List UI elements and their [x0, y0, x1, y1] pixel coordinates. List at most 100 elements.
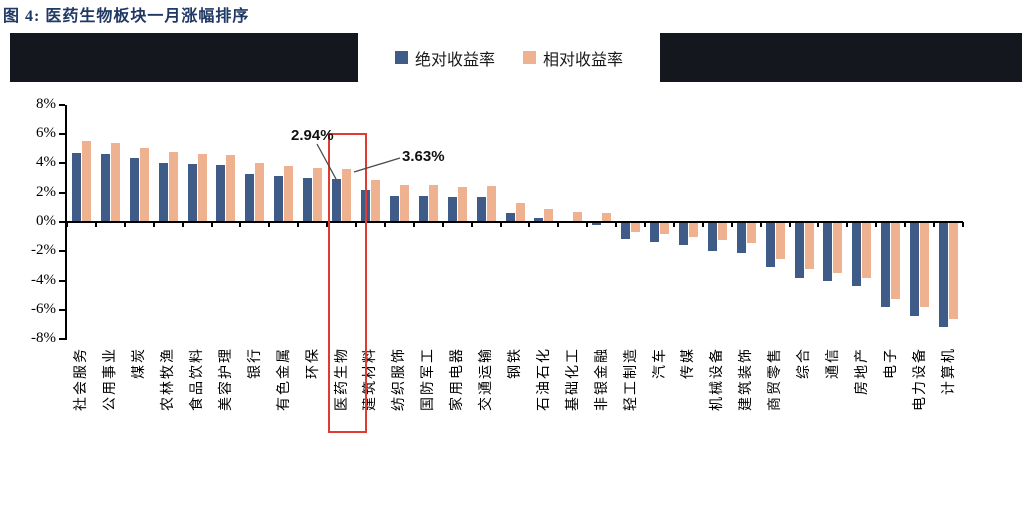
- category-label: 综合: [795, 347, 812, 379]
- x-tick-mark: [701, 222, 704, 227]
- bar-absolute: [650, 222, 660, 242]
- bar-absolute: [158, 162, 168, 222]
- x-tick-mark: [499, 222, 502, 227]
- x-tick-mark: [268, 222, 271, 227]
- y-tick-mark: [59, 191, 65, 194]
- bar-absolute: [621, 222, 631, 239]
- category-label: 商贸零售: [766, 347, 783, 411]
- bar-absolute: [476, 197, 486, 222]
- bar-absolute: [129, 158, 139, 222]
- x-tick-mark: [644, 222, 647, 227]
- bar-absolute: [823, 222, 833, 281]
- category-label: 美容护理: [216, 347, 233, 411]
- bar-absolute: [910, 222, 920, 316]
- bar-relative: [313, 167, 323, 222]
- y-tick-label: -2%: [31, 242, 56, 259]
- category-label: 食品饮料: [188, 347, 205, 411]
- y-tick-label: 0%: [36, 213, 56, 229]
- x-tick-mark: [210, 222, 213, 227]
- x-tick-mark: [181, 222, 184, 227]
- y-tick-label: 8%: [36, 95, 56, 112]
- y-tick-mark: [59, 308, 65, 311]
- bar-relative: [544, 208, 554, 222]
- y-tick-mark: [59, 103, 65, 106]
- bar-relative: [255, 163, 265, 222]
- x-tick-mark: [239, 222, 242, 227]
- bar-absolute: [100, 153, 110, 222]
- bar-relative: [197, 153, 207, 222]
- bar-absolute: [794, 222, 804, 278]
- category-label: 轻工制造: [621, 347, 638, 411]
- category-label: 基础化工: [563, 347, 580, 411]
- relative-series-swatch-icon: [523, 51, 536, 64]
- bar-relative: [370, 179, 380, 222]
- category-label: 钢铁: [506, 347, 522, 379]
- bar-relative: [920, 222, 930, 307]
- bar-relative: [573, 211, 583, 222]
- bar-relative: [717, 222, 727, 241]
- absolute-series-swatch-icon: [394, 51, 408, 64]
- bar-relative: [515, 202, 525, 222]
- bar-relative: [81, 141, 91, 222]
- bar-absolute: [447, 197, 457, 222]
- category-label: 环保: [303, 347, 320, 379]
- figure-title: 图 4: 医药生物板块一月涨幅排序: [3, 8, 250, 25]
- bar-relative: [746, 222, 756, 243]
- bar-relative: [284, 165, 294, 222]
- legend-label-absolute: 绝对收益率: [414, 51, 495, 69]
- y-tick-mark: [59, 221, 65, 223]
- category-label: 机械设备: [708, 347, 725, 411]
- x-axis-line: [67, 221, 963, 223]
- bar-relative: [457, 186, 467, 222]
- x-tick-mark: [615, 222, 618, 227]
- category-label: 建筑装饰: [737, 347, 754, 411]
- x-tick-mark: [672, 222, 675, 227]
- category-label: 公用事业: [101, 347, 118, 411]
- bar-relative: [226, 154, 236, 222]
- category-label: 有色金属: [274, 347, 291, 411]
- category-label: 交通运输: [477, 347, 494, 411]
- y-tick-mark: [59, 162, 65, 165]
- bar-relative: [660, 222, 670, 234]
- x-tick-mark: [875, 222, 878, 227]
- data-annotation: 2.94%: [291, 127, 334, 144]
- bar-absolute: [71, 153, 81, 222]
- bar-absolute: [736, 222, 746, 253]
- x-tick-mark: [152, 222, 155, 227]
- x-tick-mark: [441, 222, 444, 227]
- bar-absolute: [534, 218, 544, 222]
- bar-relative: [110, 142, 120, 222]
- x-tick-mark: [383, 222, 386, 227]
- x-tick-mark: [846, 222, 849, 227]
- category-label: 煤炭: [130, 347, 147, 379]
- category-label: 电力设备: [910, 347, 927, 411]
- category-label: 传媒: [679, 347, 696, 379]
- bar-absolute: [274, 175, 284, 222]
- y-tick-label: 6%: [36, 125, 56, 142]
- bar-relative: [139, 148, 149, 222]
- x-tick-mark: [123, 222, 126, 227]
- x-tick-mark: [66, 222, 68, 227]
- data-annotation: 3.63%: [402, 148, 445, 165]
- x-tick-mark: [528, 222, 531, 227]
- bar-relative: [428, 185, 438, 222]
- category-label: 通信: [823, 347, 840, 379]
- category-label: 农林牧渔: [159, 347, 176, 411]
- category-label: 电子: [881, 347, 898, 379]
- bar-absolute: [245, 174, 255, 222]
- x-tick-mark: [557, 222, 560, 227]
- y-tick-mark: [59, 250, 65, 253]
- x-tick-mark: [297, 222, 300, 227]
- bar-relative: [486, 186, 496, 222]
- bar-absolute: [707, 222, 717, 251]
- bar-absolute: [678, 222, 688, 245]
- y-tick-label: -4%: [31, 271, 56, 288]
- legend-item-relative: 相对收益率: [523, 46, 623, 70]
- bar-absolute: [939, 222, 949, 328]
- bar-relative: [399, 184, 409, 222]
- bar-absolute: [303, 178, 313, 222]
- bar-relative: [631, 222, 641, 232]
- bar-relative: [775, 222, 785, 259]
- bar-absolute: [592, 222, 602, 225]
